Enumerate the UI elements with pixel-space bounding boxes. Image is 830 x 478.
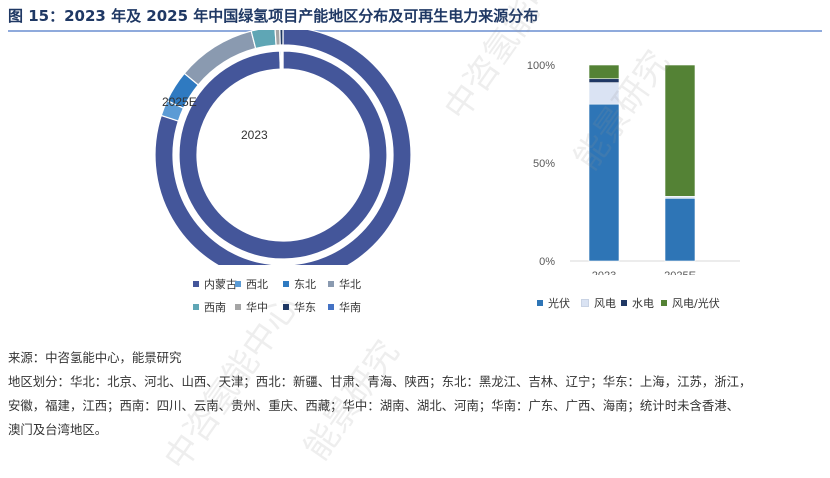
x-tick-label: 2025E [664, 270, 696, 275]
y-tick-label: 50% [533, 158, 555, 170]
donut-legend-item-华北: 华北 [328, 276, 361, 292]
bar-segment-2023-水电 [588, 78, 620, 83]
legend-swatch [193, 304, 199, 310]
legend-label: 华中 [246, 301, 268, 314]
legend-label: 水电 [632, 297, 654, 310]
donut-ring-label-2023: 2023 [241, 128, 268, 142]
legend-label: 东北 [294, 278, 316, 291]
bar-legend-item-水电: 水电 [621, 295, 654, 311]
donut-slice-2025E-内蒙古 [154, 30, 412, 265]
donut-chart: 2023 2025E [154, 30, 412, 265]
legend-swatch [235, 304, 241, 310]
donut-ring-label-2025E: 2025E [162, 95, 197, 109]
chart-title: 图 15：2023 年及 2025 年中国绿氢项目产能地区分布及可再生电力来源分… [8, 4, 822, 32]
donut-slice-2023-华东 [281, 50, 284, 70]
legend-label: 风电/光伏 [672, 297, 720, 310]
donut-legend-item-西北: 西北 [235, 276, 268, 292]
donut-legend-item-西南: 西南 [193, 299, 226, 315]
donut-legend-item-华中: 华中 [235, 299, 268, 315]
legend-label: 内蒙古 [204, 278, 237, 291]
legend-swatch [193, 281, 199, 287]
donut-legend-item-华南: 华南 [328, 299, 361, 315]
legend-swatch [283, 304, 289, 310]
source-note: 来源：中咨氢能中心，能景研究 [8, 350, 182, 365]
donut-legend-item-华东: 华东 [283, 299, 316, 315]
region-note-line-1: 地区划分：华北：北京、河北、山西、天津；西北：新疆、甘肃、青海、陕西；东北：黑龙… [8, 374, 752, 389]
legend-swatch [581, 299, 589, 307]
y-tick-label: 100% [527, 60, 555, 72]
legend-swatch [621, 300, 627, 306]
donut-slice-2023-内蒙古 [178, 50, 388, 260]
legend-label: 风电 [594, 297, 616, 310]
legend-label: 西北 [246, 278, 268, 291]
donut-legend-item-东北: 东北 [283, 276, 316, 292]
bar-segment-2023-风电 [588, 82, 620, 105]
legend-label: 华东 [294, 301, 316, 314]
donut-legend-item-内蒙古: 内蒙古 [193, 276, 237, 292]
bar-segment-2023-风电/光伏 [588, 64, 620, 80]
bar-segment-2023-光伏 [588, 103, 620, 262]
bar-legend-item-光伏: 光伏 [537, 295, 570, 311]
legend-swatch [537, 300, 543, 306]
stacked-bar-chart: 0% 50% 100% 2023 2025E [527, 60, 740, 275]
legend-swatch [328, 304, 334, 310]
donut-slice-2025E-西南 [250, 30, 277, 50]
legend-swatch [283, 281, 289, 287]
x-tick-label: 2023 [592, 270, 616, 275]
legend-label: 西南 [204, 301, 226, 314]
donut-slice-2025E-华东 [279, 30, 284, 46]
region-note-line-3: 澳门及台湾地区。 [8, 422, 108, 437]
bar-legend-item-风电/光伏: 风电/光伏 [661, 295, 720, 311]
legend-label: 华南 [339, 301, 361, 314]
legend-label: 光伏 [548, 297, 570, 310]
y-tick-label: 0% [539, 256, 555, 268]
legend-swatch [661, 300, 667, 306]
bar-segment-2025E-光伏 [664, 197, 696, 262]
bar-segment-2025E-风电/光伏 [664, 64, 696, 197]
legend-label: 华北 [339, 278, 361, 291]
legend-swatch [235, 281, 241, 287]
legend-swatch [328, 281, 334, 287]
region-note-line-2: 安徽，福建，江西；西南：四川、云南、贵州、重庆、西藏；华中：湖南、湖北、河南；华… [8, 398, 740, 413]
bar-legend-item-风电: 风电 [581, 295, 616, 311]
